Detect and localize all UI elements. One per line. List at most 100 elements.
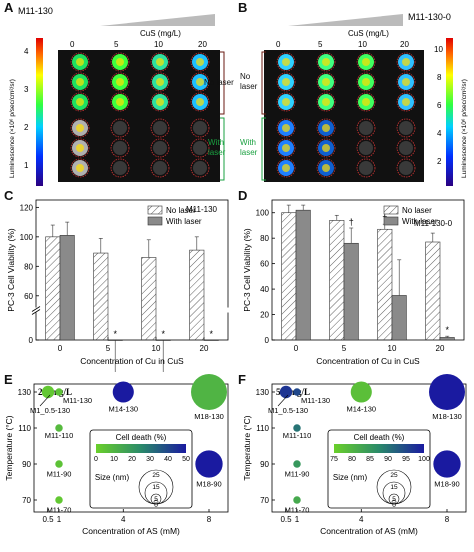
well-core xyxy=(322,144,330,152)
y-tick-label: 60 xyxy=(24,292,33,301)
panel-b-sample-label: M11-130-0 xyxy=(408,12,451,22)
panel-letter-b: B xyxy=(238,0,248,15)
bubble-label: M11-110 xyxy=(45,431,74,440)
y-tick-label: 0 xyxy=(265,336,270,345)
bar-with-laser xyxy=(343,242,359,341)
well-outline xyxy=(316,138,336,158)
colorbar-tick-label: 30 xyxy=(146,456,154,463)
bubble-label: M18-130 xyxy=(432,412,462,421)
colorbar-tick-label: 20 xyxy=(128,456,136,463)
well-core xyxy=(196,58,204,66)
well-outline xyxy=(356,52,376,72)
panel-b-colorbar-tick-6: 6 xyxy=(437,101,442,110)
well-outline xyxy=(276,92,296,112)
well-core xyxy=(196,78,204,86)
y-tick-label: 20 xyxy=(260,311,269,320)
bar-no-laser xyxy=(93,252,109,341)
panel-a-cus-label: CuS (mg/L) xyxy=(140,29,181,38)
bar-no-laser xyxy=(425,241,441,341)
well-core xyxy=(282,58,290,66)
well-outline xyxy=(356,118,376,138)
size-legend-title: Size (nm) xyxy=(333,473,368,482)
well-outline xyxy=(190,72,210,92)
panel-b-well-plate xyxy=(264,50,424,182)
y-tick-label: 110 xyxy=(256,424,269,433)
well-outline xyxy=(396,92,416,112)
size-legend-label: 5 xyxy=(154,496,158,503)
bar-with-laser xyxy=(59,235,75,341)
panel-b-with-laser-bracket xyxy=(261,117,266,181)
well-core xyxy=(282,164,290,172)
well-core xyxy=(76,98,84,106)
x-tick-label: 0.5 xyxy=(42,515,54,524)
x-tick-label: 4 xyxy=(121,515,126,524)
well-outline xyxy=(276,158,296,178)
well-core xyxy=(322,78,330,86)
x-tick-label: 0 xyxy=(58,344,63,353)
colorbar-tick-label: 100 xyxy=(418,456,430,463)
panel-a-conc-20: 20 xyxy=(198,40,207,49)
y-tick-label: 80 xyxy=(260,234,269,243)
y-tick-label: 60 xyxy=(260,260,269,269)
bubble xyxy=(191,374,227,410)
axis-break-mark xyxy=(31,309,41,315)
y-tick-label: 0 xyxy=(29,336,34,345)
significance-marker: † xyxy=(349,217,354,227)
panel-b-colorbar-tick-8: 8 xyxy=(437,73,442,82)
legend-label: With laser xyxy=(166,217,202,226)
panel-a-colorbar xyxy=(36,38,43,186)
bubble-label: M11-130 xyxy=(301,396,330,405)
panel-letter-f: F xyxy=(238,372,246,387)
well-outline xyxy=(150,92,170,112)
well-outline xyxy=(316,52,336,72)
y-axis-label: Temperature (°C) xyxy=(4,415,14,480)
well-core xyxy=(402,98,410,106)
size-legend-label: 25 xyxy=(390,472,398,479)
y-tick-label: 130 xyxy=(256,388,270,397)
bubble-label: M14-130 xyxy=(346,405,376,414)
y-tick-label: 70 xyxy=(260,496,269,505)
well-core xyxy=(116,98,124,106)
well-core xyxy=(282,144,290,152)
well-outline xyxy=(70,118,90,138)
well-core xyxy=(322,124,330,132)
well-outline xyxy=(356,92,376,112)
y-tick-label: 90 xyxy=(260,460,269,469)
size-legend-label: 15 xyxy=(152,484,160,491)
x-tick-label: 20 xyxy=(436,344,445,353)
colorbar-tick-label: 95 xyxy=(402,456,410,463)
panel-a-luminescence-image: M11-130 CuS (mg/L) 0 5 10 20 4 3 2 1 Lum… xyxy=(9,6,225,186)
colorbar-tick-label: 50 xyxy=(182,456,190,463)
bubble xyxy=(55,388,63,396)
well-core xyxy=(282,124,290,132)
well-empty xyxy=(113,161,127,175)
well-core xyxy=(362,78,370,86)
bubble-label: M18-90 xyxy=(434,480,459,489)
y-tick-label: 120 xyxy=(20,203,34,212)
well-outline xyxy=(110,72,130,92)
panel-b-luminescence-image: M11-130-0 CuS (mg/L) 0 5 10 20 10 8 6 4 … xyxy=(261,12,468,186)
panel-a-no-laser-label: No laser xyxy=(204,78,234,87)
legend-swatch xyxy=(147,216,163,226)
well-core xyxy=(322,58,330,66)
bubble-label: M18-130 xyxy=(194,412,224,421)
panel-letter-a: A xyxy=(4,0,14,15)
well-core xyxy=(282,78,290,86)
panel-a-with-laser-bracket xyxy=(220,117,225,181)
chart-title: 5.0 mg/L xyxy=(276,387,310,397)
bubble xyxy=(195,450,223,478)
legend-swatch xyxy=(383,205,399,215)
bar-no-laser xyxy=(329,220,345,341)
legend-label: No laser xyxy=(166,206,196,215)
well-outline xyxy=(396,138,416,158)
well-outline xyxy=(110,92,130,112)
panel-f-bubble-chart: 0.5 1 4 8 70 90 110 130 5.0 mg/L M1_0.5-130M11-13… xyxy=(242,374,467,536)
well-empty xyxy=(399,121,413,135)
bubble-label: M14-130 xyxy=(108,405,138,414)
well-core xyxy=(76,144,84,152)
bubble xyxy=(55,460,63,468)
panel-a-with-laser-label-line2: laser xyxy=(208,148,226,157)
plot-frame xyxy=(271,383,467,513)
size-legend-circle xyxy=(153,499,159,505)
